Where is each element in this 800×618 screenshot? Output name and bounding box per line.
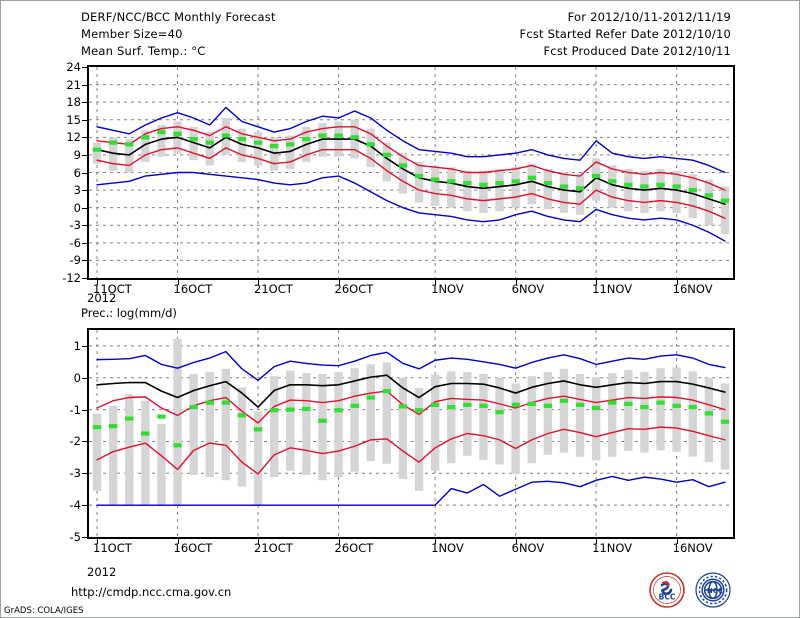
precipitation-plot-canvas xyxy=(89,330,733,537)
precipitation-y-tick-label: -2 xyxy=(69,434,81,449)
temperature-x-axis-year: 2012 xyxy=(87,291,117,305)
header-title: DERF/NCC/BCC Monthly Forecast xyxy=(81,10,276,24)
temperature-x-tick-mark xyxy=(515,280,517,285)
precipitation-x-tick-label: 16OCT xyxy=(173,541,213,555)
temperature-y-tick-mark xyxy=(82,119,87,121)
precipitation-y-tick-label: 1 xyxy=(73,338,81,353)
temperature-y-tick-mark xyxy=(82,207,87,209)
temperature-x-tick-mark xyxy=(177,280,179,285)
temperature-y-tick-label: 21 xyxy=(66,77,81,92)
precipitation-y-tick-mark xyxy=(82,345,87,347)
header-variable-temp: Mean Surf. Temp.: °C xyxy=(81,44,206,58)
temperature-plot-canvas xyxy=(89,67,733,278)
temperature-plot xyxy=(87,65,735,280)
precipitation-title: Prec.: log(mm/d) xyxy=(81,306,177,320)
precipitation-y-tick-mark xyxy=(82,441,87,443)
temperature-y-tick-label: -6 xyxy=(69,235,81,250)
precipitation-y-tick-mark xyxy=(82,537,87,538)
precipitation-x-tick-mark xyxy=(435,539,437,544)
temperature-y-tick-label: 15 xyxy=(66,112,81,127)
temperature-y-tick-mark xyxy=(82,260,87,262)
temperature-x-tick-mark xyxy=(676,280,678,285)
precipitation-x-tick-mark xyxy=(258,539,260,544)
temperature-y-tick-label: -3 xyxy=(69,218,81,233)
precipitation-y-tick-label: 0 xyxy=(73,370,81,385)
precipitation-x-tick-label: 11NOV xyxy=(592,541,633,555)
precipitation-y-tick-mark xyxy=(82,409,87,411)
temperature-y-tick-label: 3 xyxy=(73,183,81,198)
temperature-x-tick-label: 16NOV xyxy=(672,282,713,296)
temperature-y-tick-label: 24 xyxy=(66,60,81,74)
temperature-y-tick-label: 6 xyxy=(73,165,81,180)
precipitation-x-tick-label: 11OCT xyxy=(93,541,132,555)
grads-credit: GrADS: COLA/IGES xyxy=(4,606,84,616)
precipitation-y-tick-mark xyxy=(82,473,87,475)
temperature-y-tick-mark xyxy=(82,242,87,244)
precipitation-x-tick-label: 16NOV xyxy=(672,541,713,555)
svg-text:NCC: NCC xyxy=(707,587,723,595)
temperature-x-tick-label: 21OCT xyxy=(254,282,293,296)
website-url[interactable]: http://cmdp.ncc.cma.gov.cn xyxy=(71,585,232,599)
temperature-y-tick-mark xyxy=(82,67,87,68)
temperature-x-tick-mark xyxy=(435,280,437,285)
temperature-y-tick-label: 9 xyxy=(73,147,81,162)
temperature-x-tick-label: 6NOV xyxy=(511,282,545,296)
temperature-x-tick-label: 1NOV xyxy=(431,282,464,296)
temperature-y-tick-mark xyxy=(82,154,87,156)
header-member-size: Member Size=40 xyxy=(81,27,183,41)
precipitation-x-tick-mark xyxy=(177,539,179,544)
precipitation-y-tick-mark xyxy=(82,377,87,379)
temperature-y-tick-mark xyxy=(82,102,87,104)
precipitation-y-tick-label: -1 xyxy=(69,402,81,417)
temperature-y-tick-label: 12 xyxy=(66,130,81,145)
svg-text:BCC: BCC xyxy=(659,593,676,602)
header-produced-date: Fcst Produced Date 2012/10/11 xyxy=(543,44,731,58)
temperature-y-tick-label: 0 xyxy=(73,200,81,215)
precipitation-y-tick-mark xyxy=(82,505,87,507)
temperature-y-tick-label: 18 xyxy=(66,95,81,110)
precipitation-x-tick-mark xyxy=(676,539,678,544)
precipitation-x-tick-mark xyxy=(596,539,598,544)
precipitation-x-tick-label: 1NOV xyxy=(431,541,464,555)
precipitation-x-tick-mark xyxy=(97,539,99,544)
temperature-y-tick-mark xyxy=(82,137,87,139)
temperature-x-tick-label: 16OCT xyxy=(173,282,213,296)
temperature-x-tick-label: 26OCT xyxy=(334,282,374,296)
temperature-y-tick-mark xyxy=(82,84,87,86)
temperature-x-tick-mark xyxy=(258,280,260,285)
temperature-x-tick-mark xyxy=(97,280,99,285)
header-start-date: Fcst Started Refer Date 2012/10/10 xyxy=(519,27,731,41)
precipitation-x-tick-label: 26OCT xyxy=(334,541,374,555)
temperature-x-tick-label: 11NOV xyxy=(592,282,633,296)
precipitation-x-tick-mark xyxy=(515,539,517,544)
temperature-x-tick-mark xyxy=(596,280,598,285)
precipitation-x-tick-label: 21OCT xyxy=(254,541,293,555)
precipitation-y-tick-label: -4 xyxy=(69,498,81,513)
temperature-y-tick-mark xyxy=(82,278,87,279)
temperature-y-tick-label: -12 xyxy=(62,271,81,285)
precipitation-x-tick-label: 6NOV xyxy=(511,541,545,555)
temperature-y-tick-mark xyxy=(82,225,87,227)
precipitation-plot xyxy=(87,328,735,539)
precipitation-x-tick-mark xyxy=(338,539,340,544)
temperature-x-tick-mark xyxy=(338,280,340,285)
temperature-y-tick-mark xyxy=(82,190,87,192)
bcc-logo: BCC xyxy=(649,572,685,608)
precipitation-y-tick-label: -3 xyxy=(69,466,81,481)
temperature-y-tick-label: -9 xyxy=(69,253,81,268)
ncc-logo: NCC xyxy=(695,572,731,608)
header-forecast-period: For 2012/10/11-2012/11/19 xyxy=(567,10,731,24)
temperature-x-tick-label: 11OCT xyxy=(93,282,132,296)
temperature-y-tick-mark xyxy=(82,172,87,174)
precipitation-y-tick-label: -5 xyxy=(69,530,81,544)
precipitation-x-axis-year: 2012 xyxy=(87,565,117,579)
